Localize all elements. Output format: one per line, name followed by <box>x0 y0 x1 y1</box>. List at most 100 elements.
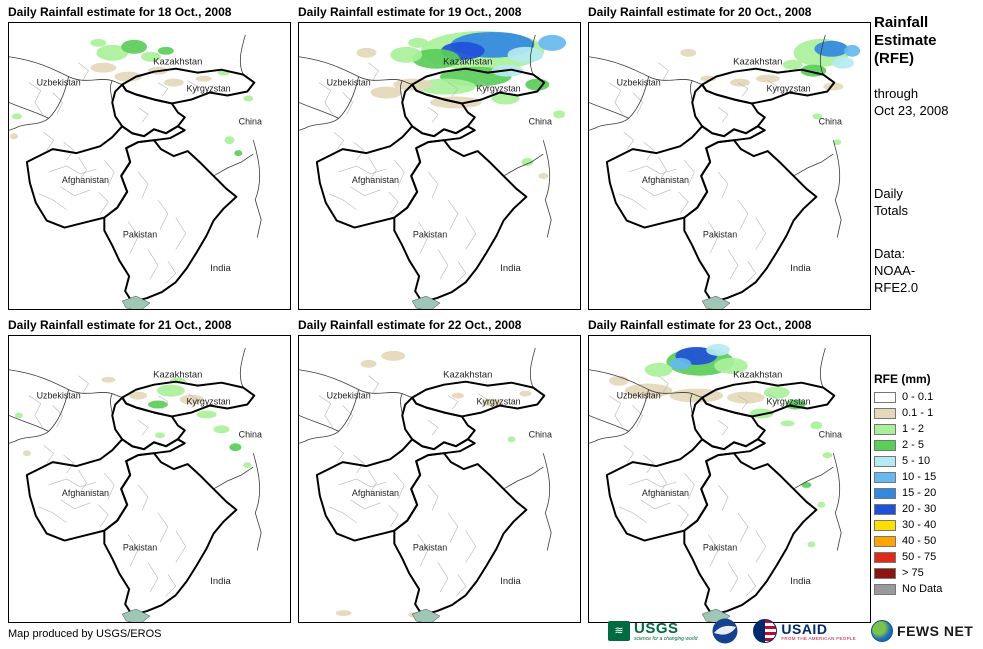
country-label-pakistan: Pakistan <box>123 229 157 239</box>
country-label-uzbekistan: Uzbekistan <box>617 391 661 401</box>
country-labels: Kazakhstan Uzbekistan Kyrgyzstan China Afgha… <box>617 56 842 274</box>
country-label-afghanistan: Afghanistan <box>352 175 399 185</box>
country-label-afghanistan: Afghanistan <box>352 488 399 498</box>
legend-label: 0.1 - 1 <box>902 407 934 419</box>
legend-item: No Data <box>874 583 942 595</box>
sidebar-title-line: (RFE) <box>874 50 914 67</box>
country-label-china: China <box>529 116 552 126</box>
legend-swatch <box>874 487 896 499</box>
data-source-value: RFE2.0 <box>874 279 919 295</box>
country-label-kyrgyzstan: Kyrgyzstan <box>477 84 521 94</box>
panel-title: Daily Rainfall estimate for 19 Oct., 200… <box>298 5 522 19</box>
data-source-value: NOAA- <box>874 262 916 278</box>
indus-delta <box>411 608 441 622</box>
totals-label: Daily <box>874 186 903 201</box>
admin-boundaries <box>28 62 199 284</box>
legend-item: 5 - 10 <box>874 455 942 467</box>
region-borders <box>605 67 836 304</box>
country-labels: Kazakhstan Uzbekistan Kyrgyzstan China Afgha… <box>37 369 262 587</box>
country-labels: Kazakhstan Uzbekistan Kyrgyzstan China Afgha… <box>617 369 842 587</box>
country-labels: Kazakhstan Uzbekistan Kyrgyzstan China Afgha… <box>327 369 552 587</box>
usaid-tagline: FROM THE AMERICAN PEOPLE <box>781 635 857 641</box>
map-oct20: Kazakhstan Uzbekistan Kyrgyzstan China Afgha… <box>589 23 870 309</box>
map-oct18: Kazakhstan Uzbekistan Kyrgyzstan China Afgha… <box>9 23 290 309</box>
legend-label: 15 - 20 <box>902 487 937 499</box>
legend-item: 0.1 - 1 <box>874 407 942 419</box>
admin-boundaries <box>318 62 489 284</box>
country-borders <box>9 347 262 551</box>
country-label-india: India <box>790 262 811 273</box>
legend-items: 0 - 0.1 0.1 - 1 1 - 2 2 - 5 5 - 10 10 - 15 15 … <box>874 391 942 595</box>
map-panel-oct21: Daily Rainfall estimate for 21 Oct., 200… <box>8 318 291 623</box>
usgs-tagline: science for a changing world <box>634 635 698 642</box>
country-borders <box>299 347 552 551</box>
noaa-emblem-icon <box>712 618 738 644</box>
country-borders <box>589 34 842 238</box>
country-label-afghanistan: Afghanistan <box>642 175 689 185</box>
map-panel-oct20: Daily Rainfall estimate for 20 Oct., 200… <box>588 5 871 310</box>
country-label-afghanistan: Afghanistan <box>62 175 109 185</box>
through-label: through <box>874 86 919 101</box>
map-oct23: Kazakhstan Uzbekistan Kyrgyzstan China Afgha… <box>589 336 870 622</box>
sidebar-daily-totals: Daily Totals <box>874 186 908 220</box>
legend-item: 40 - 50 <box>874 535 942 547</box>
noaa-logo <box>712 618 738 644</box>
indus-delta <box>411 295 441 309</box>
country-label-kazakhstan: Kazakhstan <box>443 56 492 67</box>
sidebar-title-line: Rainfall <box>874 14 929 31</box>
country-label-china: China <box>529 429 552 439</box>
legend-item: 1 - 2 <box>874 423 942 435</box>
country-label-uzbekistan: Uzbekistan <box>617 78 661 88</box>
legend-swatch <box>874 503 896 515</box>
map-canvas: Kazakhstan Uzbekistan Kyrgyzstan China Afgha… <box>298 22 581 310</box>
country-label-uzbekistan: Uzbekistan <box>37 391 81 401</box>
panel-title: Daily Rainfall estimate for 22 Oct., 200… <box>298 318 522 332</box>
country-label-india: India <box>500 575 521 586</box>
legend-label: 1 - 2 <box>902 423 925 435</box>
sidebar: Rainfall Estimate (RFE) through Oct 23, … <box>874 14 980 634</box>
country-label-afghanistan: Afghanistan <box>62 488 109 498</box>
map-canvas: Kazakhstan Uzbekistan Kyrgyzstan China Afgha… <box>588 22 871 310</box>
legend-item: 2 - 5 <box>874 439 942 451</box>
legend-swatch <box>874 455 896 467</box>
legend-swatch <box>874 471 896 483</box>
panel-title: Daily Rainfall estimate for 20 Oct., 200… <box>588 5 812 19</box>
map-panel-oct18: Daily Rainfall estimate for 18 Oct., 200… <box>8 5 291 310</box>
country-label-kyrgyzstan: Kyrgyzstan <box>187 397 231 407</box>
country-label-pakistan: Pakistan <box>413 542 447 552</box>
country-labels: Kazakhstan Uzbekistan Kyrgyzstan China Afgha… <box>37 56 262 274</box>
usaid-seal-icon <box>753 619 778 643</box>
country-label-uzbekistan: Uzbekistan <box>327 78 371 88</box>
country-label-india: India <box>500 262 521 273</box>
region-borders <box>605 380 836 617</box>
sidebar-title-line: Estimate <box>874 32 937 49</box>
legend-label: 20 - 30 <box>902 503 937 515</box>
country-label-kazakhstan: Kazakhstan <box>153 56 202 67</box>
legend-item: > 75 <box>874 567 942 579</box>
country-label-china: China <box>819 429 842 439</box>
country-borders <box>589 347 842 551</box>
legend-label: 10 - 15 <box>902 471 937 483</box>
usaid-logo: USAID FROM THE AMERICAN PEOPLE <box>753 619 856 643</box>
panel-title: Daily Rainfall estimate for 18 Oct., 200… <box>8 5 232 19</box>
country-label-pakistan: Pakistan <box>703 229 737 239</box>
legend-swatch <box>874 391 896 403</box>
country-label-kyrgyzstan: Kyrgyzstan <box>477 397 521 407</box>
map-panel-oct22: Daily Rainfall estimate for 22 Oct., 200… <box>298 318 581 623</box>
map-oct21: Kazakhstan Uzbekistan Kyrgyzstan China Afgha… <box>9 336 290 622</box>
legend-swatch <box>874 519 896 531</box>
legend-swatch <box>874 551 896 563</box>
usgs-logo: ≋ USGS science for a changing world <box>608 621 697 642</box>
legend-label: 0 - 0.1 <box>902 391 934 403</box>
globe-icon <box>871 620 894 642</box>
legend-label: No Data <box>902 583 943 595</box>
map-panel-oct19: Daily Rainfall estimate for 19 Oct., 200… <box>298 5 581 310</box>
country-labels: Kazakhstan Uzbekistan Kyrgyzstan China Afgha… <box>327 56 552 274</box>
map-oct19: Kazakhstan Uzbekistan Kyrgyzstan China Afgha… <box>299 23 580 309</box>
legend-label: 40 - 50 <box>902 535 937 547</box>
fewsnet-wordmark: FEWS NET <box>897 623 974 639</box>
map-canvas: Kazakhstan Uzbekistan Kyrgyzstan China Afgha… <box>298 335 581 623</box>
legend-swatch <box>874 535 896 547</box>
country-label-uzbekistan: Uzbekistan <box>37 78 81 88</box>
